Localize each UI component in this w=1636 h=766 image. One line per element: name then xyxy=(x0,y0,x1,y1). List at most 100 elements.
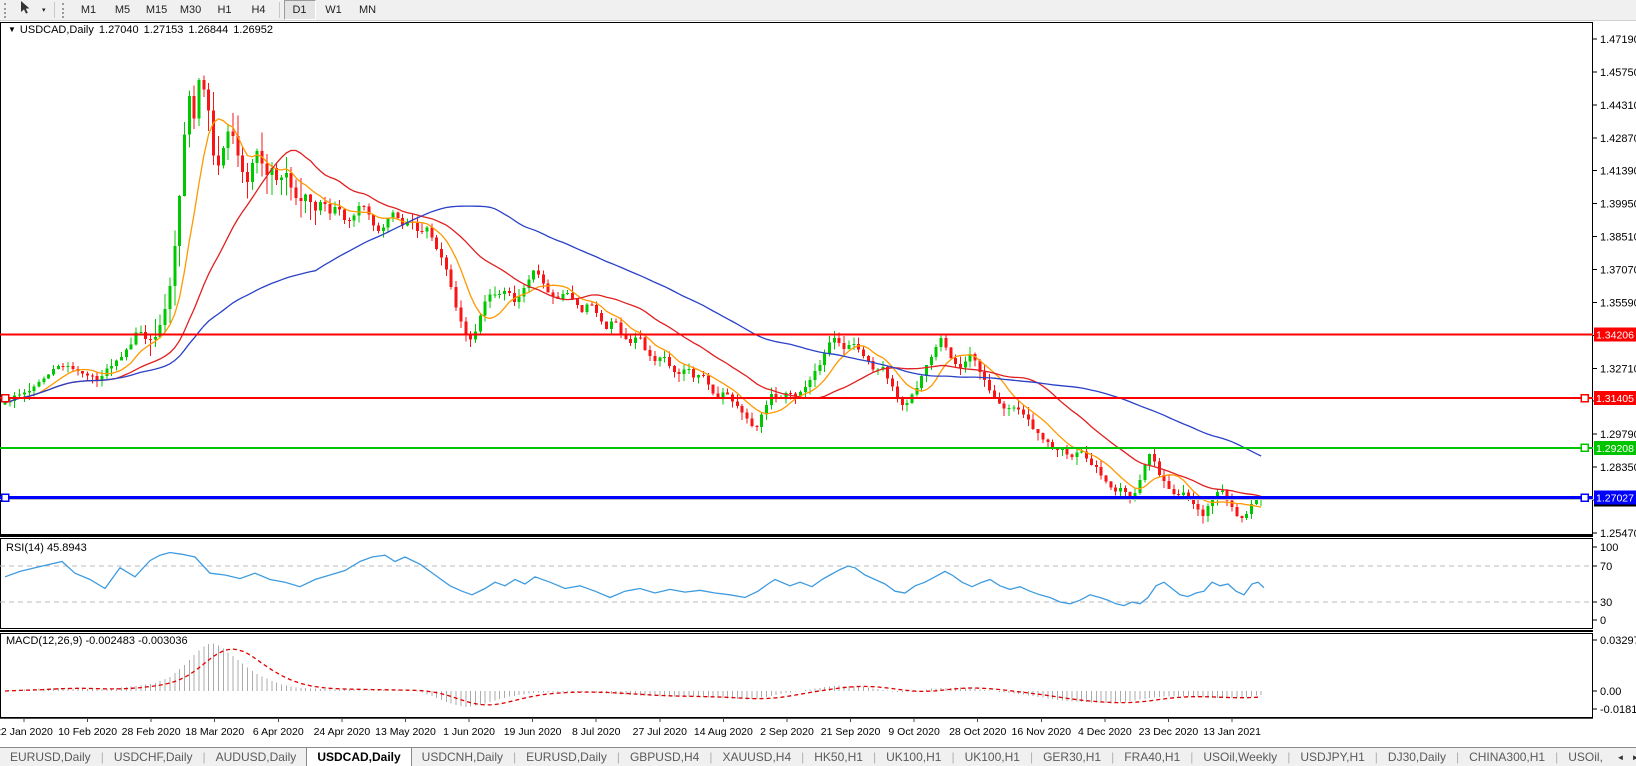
svg-text:9 Oct 2020: 9 Oct 2020 xyxy=(888,726,940,738)
svg-text:1.42870: 1.42870 xyxy=(1600,133,1636,145)
tab-separator: | xyxy=(1455,750,1460,764)
ma-slow-line xyxy=(4,205,1262,457)
svg-text:1.35590: 1.35590 xyxy=(1600,297,1636,309)
horizontal-line-1.27027[interactable]: 1.27027 xyxy=(0,490,1636,505)
tab-eurusd-daily[interactable]: EURUSD,Daily xyxy=(10,750,91,764)
tab-separator: | xyxy=(801,750,805,764)
candlestick-series xyxy=(3,75,1263,524)
svg-text:10 Feb 2020: 10 Feb 2020 xyxy=(58,726,117,738)
svg-text:2 Sep 2020: 2 Sep 2020 xyxy=(760,726,814,738)
tab-uk100-h1[interactable]: UK100,H1 xyxy=(886,750,942,764)
svg-text:1.29208: 1.29208 xyxy=(1596,443,1634,455)
timeframe-button-MN[interactable]: MN xyxy=(358,4,377,16)
chart-title: ▼ USDCAD,Daily 1.27040 1.27153 1.26844 1.2695… xyxy=(8,24,278,36)
close-value: 1.26952 xyxy=(233,24,273,36)
svg-text:100: 100 xyxy=(1600,542,1618,554)
tab-separator: | xyxy=(1190,750,1194,764)
price-axis[interactable]: 1.47190 1.45750 1.44310 1.42870 1.41390 1.399… xyxy=(1593,34,1636,540)
timeframe-button-H4[interactable]: H4 xyxy=(251,4,266,16)
cursor-tool-button[interactable] xyxy=(14,0,35,20)
tab-usoil-[interactable]: USOil, xyxy=(1568,750,1603,764)
toolbar-grip[interactable] xyxy=(4,2,11,18)
svg-text:-0.018154: -0.018154 xyxy=(1600,704,1636,716)
rsi-panel: 100 70 30 0 xyxy=(0,542,1618,627)
panel-frames xyxy=(0,22,1593,719)
tab-ger30-h1[interactable]: GER30,H1 xyxy=(1043,750,1102,764)
svg-text:1.31405: 1.31405 xyxy=(1596,393,1634,405)
svg-text:21 Sep 2020: 21 Sep 2020 xyxy=(821,726,881,738)
tab-separator: | xyxy=(872,750,877,764)
tab-gbpusd-h4[interactable]: GBPUSD,H4 xyxy=(629,750,700,764)
toolbar-separator-2 xyxy=(278,2,280,18)
tab-scroll-left-icon[interactable]: ◄ xyxy=(1616,752,1625,762)
tab-separator: | xyxy=(1287,750,1291,764)
horizontal-line-1.29208[interactable]: 1.29208 xyxy=(0,440,1636,455)
chart-canvas[interactable]: 1.47190 1.45750 1.44310 1.42870 1.41390 1.399… xyxy=(0,21,1636,747)
tab-usdjpy-h1[interactable]: USDJPY,H1 xyxy=(1300,750,1365,764)
timeframe-button-W1[interactable]: W1 xyxy=(325,4,342,16)
svg-text:13 May 2020: 13 May 2020 xyxy=(375,726,436,738)
horizontal-line-1.34206[interactable]: 1.34206 xyxy=(0,327,1636,342)
svg-text:19 Jun 2020: 19 Jun 2020 xyxy=(504,726,562,738)
tab-audusd-daily[interactable]: AUDUSD,Daily xyxy=(215,750,297,764)
svg-text:0.032972: 0.032972 xyxy=(1600,635,1636,647)
timeframe-button-M1[interactable]: M1 xyxy=(80,4,97,16)
horizontal-line-1.31405[interactable]: 1.31405 xyxy=(0,391,1636,406)
tab-dj30-daily[interactable]: DJ30,Daily xyxy=(1387,750,1446,764)
tab-separator: | xyxy=(100,750,104,764)
svg-text:14 Aug 2020: 14 Aug 2020 xyxy=(694,726,753,738)
svg-text:13 Jan 2021: 13 Jan 2021 xyxy=(1203,726,1261,738)
top-toolbar: ▾ M1 M5 M15 M30 H1 H4 D1 W1 MN xyxy=(0,0,1636,21)
ma-mid-line xyxy=(4,149,1262,498)
date-axis[interactable]: 22 Jan 2020 10 Feb 2020 28 Feb 2020 18 Mar … xyxy=(0,718,1261,738)
ma-fast-line xyxy=(4,118,1262,508)
toolbar-grip-2[interactable] xyxy=(61,2,69,18)
svg-text:4 Dec 2020: 4 Dec 2020 xyxy=(1078,726,1132,738)
tab-separator: | xyxy=(1029,750,1034,764)
timeframe-button-group: M1 M5 M15 M30 H1 H4 D1 W1 MN xyxy=(72,0,385,20)
tab-fra40-h1[interactable]: FRA40,H1 xyxy=(1124,750,1181,764)
svg-text:1.34206: 1.34206 xyxy=(1596,329,1634,341)
tab-hk50-h1[interactable]: HK50,H1 xyxy=(814,750,863,764)
timeframe-button-H1[interactable]: H1 xyxy=(217,4,232,16)
symbol-label: USDCAD,Daily xyxy=(19,24,94,36)
timeframe-button-D1[interactable]: D1 xyxy=(283,0,316,20)
svg-text:1.32710: 1.32710 xyxy=(1600,363,1636,375)
tab-separator: | xyxy=(951,750,955,764)
tab-scroll-buttons: ◄► xyxy=(1612,748,1636,766)
tab-scroll-right-icon[interactable]: ► xyxy=(1628,750,1636,765)
svg-text:70: 70 xyxy=(1600,561,1612,573)
tab-usdcnh-daily[interactable]: USDCNH,Daily xyxy=(421,750,504,764)
timeframe-button-M30[interactable]: M30 xyxy=(179,4,202,16)
svg-text:1.25470: 1.25470 xyxy=(1600,528,1636,540)
tab-separator: | xyxy=(1555,750,1559,764)
tab-usdchf-daily[interactable]: USDCHF,Daily xyxy=(113,750,193,764)
collapse-icon[interactable]: ▼ xyxy=(8,25,16,34)
chevron-down-icon: ▾ xyxy=(42,7,46,14)
svg-text:1.45750: 1.45750 xyxy=(1600,67,1636,79)
svg-text:18 Mar 2020: 18 Mar 2020 xyxy=(185,726,244,738)
svg-text:28 Oct 2020: 28 Oct 2020 xyxy=(949,726,1006,738)
tab-xauusd-h4[interactable]: XAUUSD,H4 xyxy=(722,750,792,764)
svg-text:1.39950: 1.39950 xyxy=(1600,199,1636,211)
svg-text:1 Jun 2020: 1 Jun 2020 xyxy=(443,726,495,738)
svg-text:24 Apr 2020: 24 Apr 2020 xyxy=(314,726,371,738)
svg-text:1.47190: 1.47190 xyxy=(1600,34,1636,46)
toolbar-separator xyxy=(53,2,55,18)
timeframe-button-M5[interactable]: M5 xyxy=(114,4,131,16)
tab-usoil-weekly[interactable]: USOil,Weekly xyxy=(1203,750,1278,764)
cursor-tool-dropdown[interactable]: ▾ xyxy=(35,0,51,20)
svg-text:8 Jul 2020: 8 Jul 2020 xyxy=(572,726,621,738)
macd-indicator-label: MACD(12,26,9) -0.002483 -0.003036 xyxy=(6,635,188,647)
svg-text:0.00: 0.00 xyxy=(1600,686,1621,698)
timeframe-button-M15[interactable]: M15 xyxy=(145,4,168,16)
tab-usdcad-daily[interactable]: USDCAD,Daily xyxy=(306,748,412,766)
tab-eurusd-daily[interactable]: EURUSD,Daily xyxy=(526,750,607,764)
tab-china300-h1[interactable]: CHINA300,H1 xyxy=(1469,750,1546,764)
tab-separator: | xyxy=(513,750,517,764)
tab-uk100-h1[interactable]: UK100,H1 xyxy=(964,750,1020,764)
chart-window[interactable]: 1.47190 1.45750 1.44310 1.42870 1.41390 1.399… xyxy=(0,21,1636,747)
low-value: 1.26844 xyxy=(188,24,229,36)
svg-text:1.28350: 1.28350 xyxy=(1600,462,1636,474)
pointer-cursor-icon xyxy=(19,1,30,19)
